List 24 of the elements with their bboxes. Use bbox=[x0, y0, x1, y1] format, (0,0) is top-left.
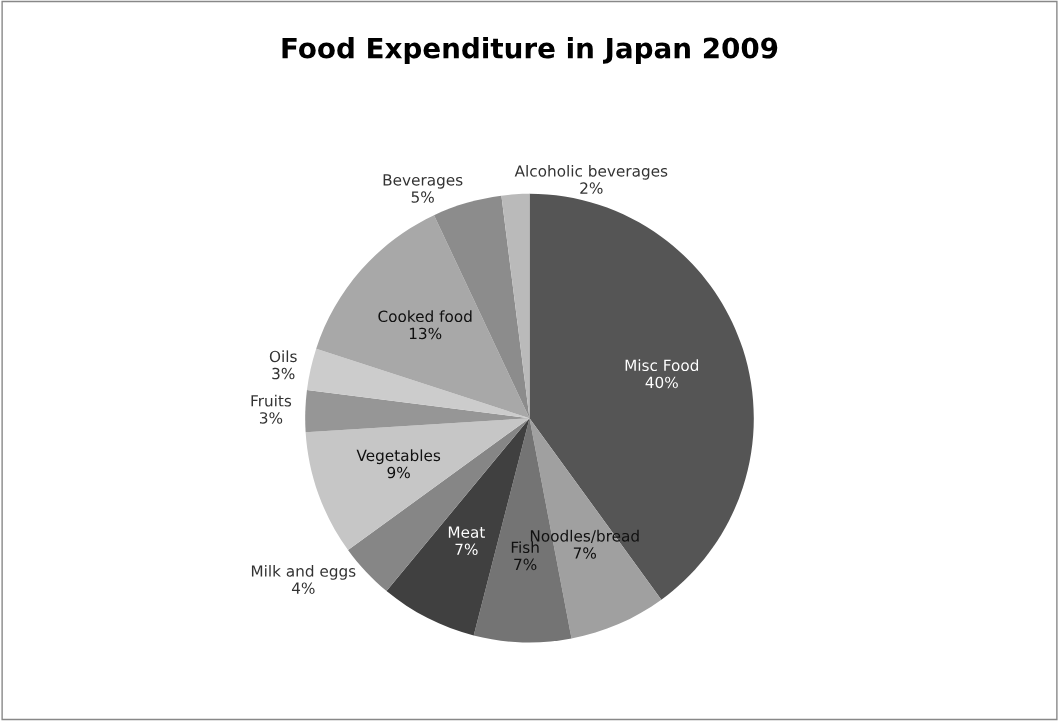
data-label: 3% bbox=[272, 367, 295, 380]
data-label: 13% bbox=[409, 327, 442, 340]
data-label: 7% bbox=[514, 558, 537, 571]
chart-title: Food Expenditure in Japan 2009 bbox=[282, 37, 778, 64]
slice-label: Noodles/bread bbox=[530, 529, 639, 543]
data-label: 3% bbox=[259, 412, 283, 424]
data-label: 7% bbox=[573, 547, 597, 559]
data-label: 2% bbox=[580, 182, 603, 194]
slice-label: Meat bbox=[448, 526, 485, 538]
data-label: 7% bbox=[455, 543, 478, 556]
pie-slice bbox=[316, 215, 530, 419]
slice-label: Beverages bbox=[383, 174, 463, 189]
slice-label: Fruits bbox=[251, 394, 292, 407]
slice-label: Oils bbox=[269, 350, 297, 363]
data-label: 4% bbox=[291, 582, 315, 594]
slice-label: Cooked food bbox=[378, 310, 472, 323]
slice-label: Misc Food bbox=[625, 359, 699, 372]
slice-label: Alcoholic beverages bbox=[514, 164, 668, 180]
slice-label: Fish bbox=[511, 541, 539, 554]
data-label: 9% bbox=[387, 466, 410, 479]
data-label: 40% bbox=[645, 376, 678, 389]
slice-label: Milk and eggs bbox=[251, 565, 356, 580]
data-label: 5% bbox=[411, 191, 434, 203]
slice-label: Vegetables bbox=[356, 449, 441, 465]
